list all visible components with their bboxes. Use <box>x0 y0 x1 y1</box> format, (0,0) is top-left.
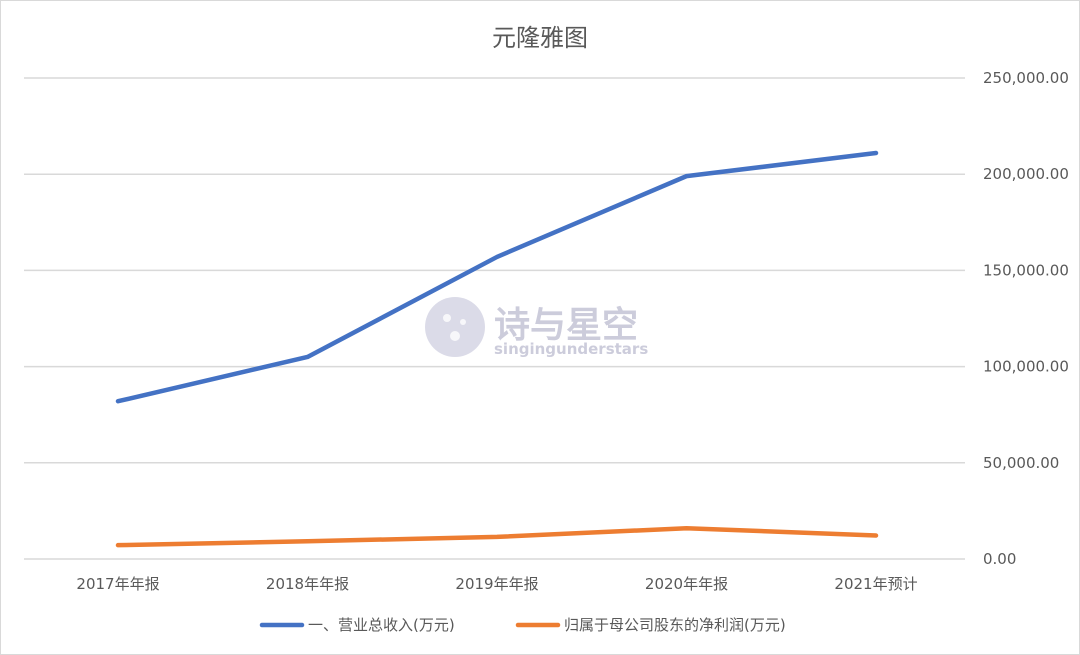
watermark-logo <box>425 297 485 357</box>
x-tick-label: 2020年年报 <box>645 575 728 593</box>
series-lines <box>115 150 879 548</box>
y-tick-label: 150,000.00 <box>983 261 1069 279</box>
y-tick-label: 50,000.00 <box>983 454 1059 472</box>
watermark: 诗与星空 singingunderstars <box>425 297 648 358</box>
series-line-2 <box>115 525 879 548</box>
x-tick-label: 2017年年报 <box>76 575 159 593</box>
chart-title: 元隆雅图 <box>492 24 588 52</box>
x-axis-ticks: 2017年年报 2018年年报 2019年年报 2020年年报 2021年预计 <box>76 575 917 593</box>
legend: 一、营业总收入(万元) 归属于母公司股东的净利润(万元) <box>259 616 786 634</box>
grid-lines <box>24 77 965 560</box>
legend-label: 归属于母公司股东的净利润(万元) <box>564 616 786 634</box>
watermark-text-en: singingunderstars <box>494 340 648 358</box>
watermark-text-cn: 诗与星空 <box>494 305 638 346</box>
y-tick-label: 0.00 <box>983 550 1016 568</box>
y-tick-label: 200,000.00 <box>983 165 1069 183</box>
x-tick-label: 2021年预计 <box>834 575 917 593</box>
x-tick-label: 2019年年报 <box>455 575 538 593</box>
y-tick-label: 250,000.00 <box>983 69 1069 87</box>
legend-label: 一、营业总收入(万元) <box>308 616 455 634</box>
y-axis-ticks: 0.00 50,000.00 100,000.00 150,000.00 200,000… <box>983 69 1069 568</box>
y-tick-label: 100,000.00 <box>983 358 1069 376</box>
x-tick-label: 2018年年报 <box>266 575 349 593</box>
series-line-1 <box>115 150 879 404</box>
